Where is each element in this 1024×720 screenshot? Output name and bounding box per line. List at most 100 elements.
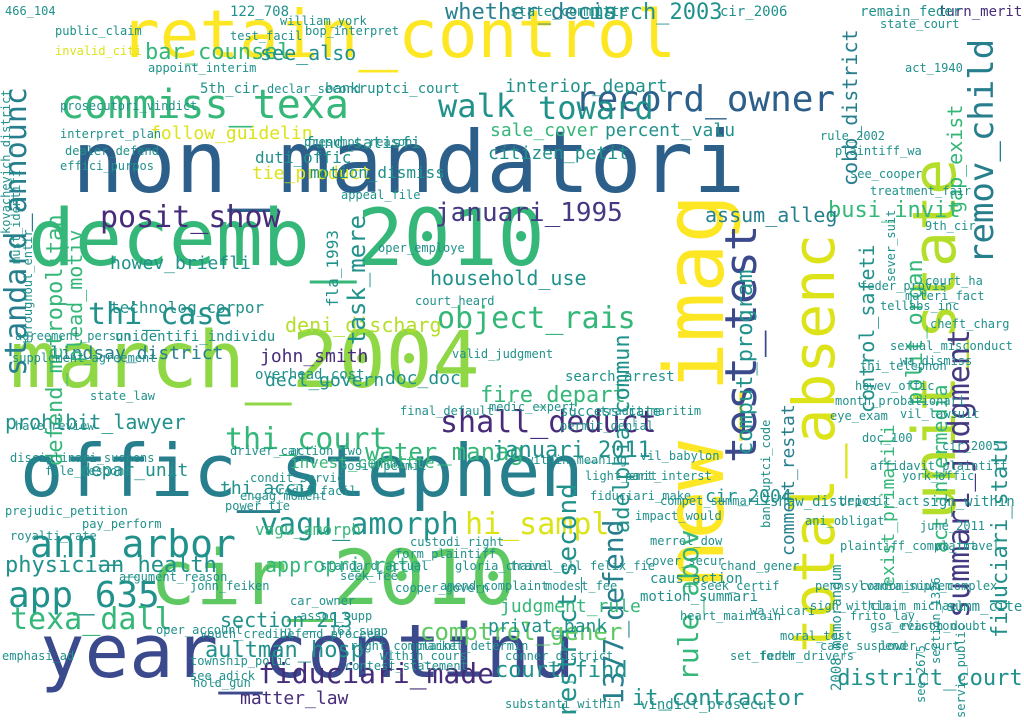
- cloud-word: assum_alleg: [705, 203, 838, 227]
- cloud-word: credit_facil: [270, 484, 357, 498]
- cloud-word: appeal_file: [341, 188, 421, 202]
- cloud-word: texa_dall: [10, 602, 173, 637]
- cloud-word: market_determin: [420, 639, 529, 653]
- cloud-word: hi_sampl: [465, 507, 610, 542]
- cloud-word: feder_provis: [860, 279, 947, 293]
- cloud-word: seek_fee: [340, 569, 398, 583]
- cloud-word: percent_valu: [605, 120, 736, 141]
- cloud-word: june_2011: [920, 519, 986, 533]
- cloud-word: vindict_prosecut: [640, 697, 775, 713]
- cloud-word: retain_control: [120, 0, 677, 73]
- cloud-word: modest_fee: [545, 579, 618, 593]
- cloud-word: part_interst: [625, 469, 712, 483]
- cloud-word: light_emit: [585, 469, 658, 483]
- cloud-word: lindsay_district: [50, 343, 224, 364]
- cloud-word: record_owner: [575, 79, 836, 120]
- cloud-word: januari_2011: [492, 438, 651, 463]
- cloud-word: feder_drivers: [760, 649, 854, 663]
- cloud-word: frito_lay: [850, 609, 916, 623]
- cloud-word: state_court: [880, 17, 960, 31]
- cloud-word: contest_statement: [345, 659, 468, 673]
- cloud-word: tie_product: [252, 163, 372, 184]
- cloud-word: driver_car: [230, 444, 303, 458]
- cloud-word: lower_court: [880, 639, 960, 653]
- cloud-word: year_continu: [40, 609, 575, 695]
- cloud-word: privat_bank: [488, 616, 608, 637]
- cloud-word: standard_actual: [320, 559, 429, 573]
- cloud-word: bankruptci_court: [325, 81, 460, 97]
- cloud-word: comput_program: [733, 269, 758, 455]
- cloud-word: merrel_dow: [650, 534, 723, 548]
- cloud-word: dealer_defend: [65, 144, 159, 158]
- cloud-word: app_635: [8, 575, 160, 616]
- cloud-word: 466_104: [5, 4, 56, 18]
- cloud-word: gloria_chaini: [455, 559, 549, 573]
- cloud-word: royalti_rate: [10, 529, 97, 543]
- cloud-word: right_complaint: [350, 639, 459, 653]
- cloud-word: test_facil: [230, 29, 303, 43]
- cloud-word: task_mere: [343, 214, 371, 345]
- cloud-word: cheft_charg: [930, 317, 1010, 331]
- cloud-word: adelphia_commun: [610, 334, 635, 533]
- cloud-word: prosecutori_vindict: [60, 99, 198, 113]
- cloud-word: conner_district: [505, 649, 614, 663]
- cloud-word: comptrol_gener: [420, 618, 623, 646]
- cloud-word: busi_invit: [828, 198, 961, 223]
- cloud-word: howev_briefli: [110, 253, 251, 274]
- cloud-word: medic_expert: [489, 400, 576, 414]
- cloud-word: cir_2004: [705, 486, 792, 507]
- cloud-word: success_rate: [560, 404, 662, 420]
- cloud-word: materi_fact: [905, 289, 985, 303]
- cloud-word: wa_dismiss: [900, 354, 973, 368]
- cloud-word: prejudic_petition: [5, 504, 128, 518]
- cloud-word: custodi_right: [410, 535, 504, 549]
- cloud-word: sever_suit: [884, 209, 898, 282]
- cloud-word: search_arrest: [565, 369, 675, 385]
- cloud-word: fiduciari_make: [590, 489, 692, 503]
- cloud-word: toward: [538, 89, 654, 127]
- cloud-word: wa_vicari: [750, 604, 816, 618]
- cloud-word: thi_telephon: [860, 359, 947, 373]
- cloud-word: rule_abov: [672, 529, 705, 682]
- cloud-word: public_claim: [55, 24, 142, 38]
- cloud-word: felix_fie: [590, 559, 656, 573]
- cloud-word: oper_account: [156, 623, 243, 637]
- cloud-word: section_213: [220, 608, 353, 632]
- cloud-word: form_plaintiff: [395, 547, 497, 561]
- cloud-word: non_mandatori: [72, 113, 746, 213]
- cloud-word: file_respons: [45, 464, 132, 478]
- cloud-word: thi_court: [225, 422, 388, 457]
- cloud-word: 9th_cir: [925, 219, 976, 233]
- cloud-word: see_adick: [190, 669, 256, 683]
- cloud-word: plaintiff_complaint: [840, 539, 978, 553]
- cloud-word: cooper_govern: [395, 581, 489, 595]
- cloud-word: januari_1995: [435, 198, 623, 228]
- cloud-word: vagu_amorph: [255, 520, 361, 539]
- cloud-word: 163_supp: [330, 624, 388, 638]
- cloud-word: bop_interpret: [305, 24, 399, 38]
- cloud-word: sign_within: [922, 494, 1015, 510]
- cloud-word: walk: [438, 87, 516, 125]
- cloud-word: moral_test: [780, 629, 853, 643]
- cloud-word: throughout_entir: [21, 229, 35, 346]
- cloud-word: offic_stephen: [20, 429, 584, 513]
- cloud-word: chand_gener: [720, 559, 800, 573]
- cloud-word: shaw_district: [770, 494, 880, 510]
- cloud-word: vil_lawsuit: [900, 407, 980, 421]
- cloud-word: 5th_cir: [200, 81, 260, 97]
- cloud-word: whether_decis: [445, 0, 618, 25]
- cloud-word: motion_dismiss: [310, 163, 445, 182]
- cloud-word: sale_cover: [490, 120, 599, 141]
- cloud-word: tellabs_inc: [880, 299, 960, 313]
- cloud-word: doc_100: [862, 431, 913, 445]
- cloud-word: see_cooper: [850, 167, 923, 181]
- cloud-word: cir_2005: [942, 439, 1000, 453]
- cloud-word: see_also: [260, 41, 357, 65]
- cloud-word: township_polic: [190, 654, 292, 668]
- cloud-word: ann_arbor: [30, 522, 236, 566]
- cloud-word: appropri_rate: [265, 553, 422, 577]
- cloud-word: ani_obligat: [805, 514, 885, 528]
- cloud-word: comment_restat: [778, 404, 799, 557]
- cloud-word: john_feiken: [190, 579, 270, 593]
- cloud-word: york_offic: [902, 469, 975, 483]
